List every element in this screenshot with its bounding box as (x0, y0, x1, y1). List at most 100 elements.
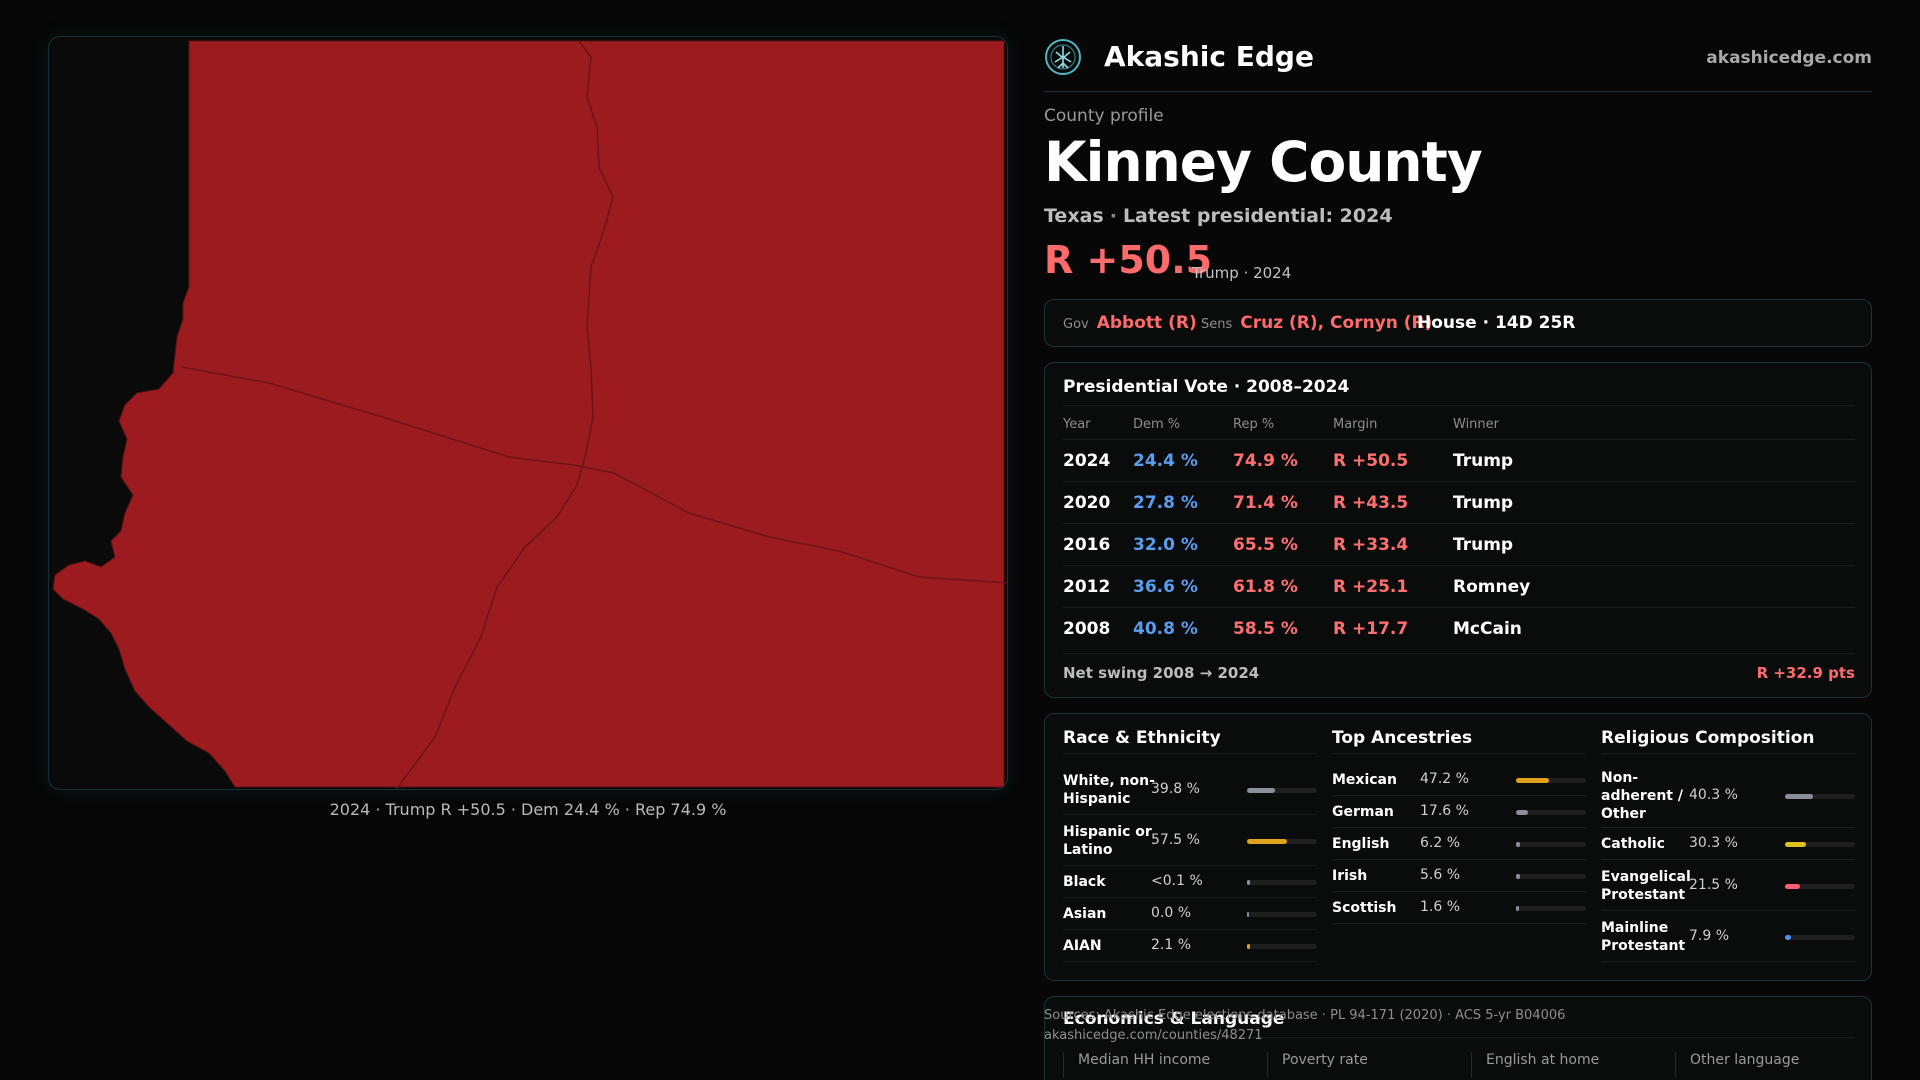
vote-table: Year Dem % Rep % Margin Winner 2024 24.4… (1063, 405, 1855, 649)
vote-rep: 71.4 % (1233, 493, 1298, 513)
ancestry-bar-fill (1516, 906, 1519, 911)
vote-dem: 24.4 % (1133, 451, 1198, 471)
table-row: 2024 24.4 % 74.9 % R +50.5 Trump (1063, 439, 1855, 481)
race-label: White, non- Hispanic (1063, 773, 1155, 807)
governor: Gov Abbott (R) (1063, 313, 1197, 333)
race-percent: 39.8 % (1151, 781, 1200, 797)
latest-election: Latest presidential: 2024 (1122, 205, 1393, 227)
ancestry-bar-track (1516, 874, 1586, 879)
religion-row: Evangelical Protestant 21.5 % (1601, 860, 1855, 911)
ancestry-bar-track (1516, 778, 1586, 783)
religion-bar-fill (1785, 884, 1801, 889)
headline-margin: R +50.5 (1044, 238, 1213, 282)
race-row: Hispanic or Latino 57.5 % (1063, 815, 1317, 866)
vote-margin: R +25.1 (1333, 577, 1409, 597)
col-year: Year (1063, 417, 1091, 432)
ancestry-percent: 6.2 % (1420, 835, 1461, 851)
vote-winner: Trump (1453, 451, 1514, 471)
headline-margin-note: Trump · 2024 (1192, 264, 1292, 282)
religion-percent: 40.3 % (1689, 787, 1738, 803)
vote-rep: 61.8 % (1233, 577, 1298, 597)
governor-name: Abbott (R) (1096, 313, 1197, 333)
presidential-vote-card: Presidential Vote · 2008–2024 Year Dem %… (1044, 362, 1872, 698)
net-swing-label: Net swing 2008 → 2024 (1063, 664, 1260, 682)
ancestry-label: English (1332, 836, 1390, 852)
senator-names: Cruz (R), Cornyn (R) (1240, 313, 1433, 333)
ancestry-label: Irish (1332, 868, 1368, 884)
vote-winner: McCain (1453, 619, 1522, 639)
race-percent: 0.0 % (1151, 905, 1192, 921)
race-bar-fill (1247, 912, 1249, 917)
ancestry-label: Scottish (1332, 900, 1397, 916)
ancestry-bar-track (1516, 842, 1586, 847)
vote-year: 2024 (1063, 451, 1111, 471)
race-rows: White, non- Hispanic 39.8 % Hispanic or La… (1063, 764, 1317, 962)
brand-name[interactable]: Akashic Edge (1104, 40, 1314, 73)
brand-header: Akashic Edge akashicedge.com (1044, 36, 1872, 92)
religion-bar-fill (1785, 794, 1814, 799)
race-title: Race & Ethnicity (1063, 728, 1317, 754)
county-shape[interactable] (52, 40, 1005, 788)
religion-percent: 21.5 % (1689, 877, 1738, 893)
county-map[interactable] (48, 36, 1008, 790)
sources-link[interactable]: akashicedge.com/counties/48271 (1044, 1028, 1263, 1043)
house-delegation: House · 14D 25R (1417, 313, 1576, 333)
ancestry-percent: 17.6 % (1420, 803, 1469, 819)
race-bar-track (1247, 839, 1317, 844)
senators: Sens Cruz (R), Cornyn (R) (1201, 313, 1432, 333)
race-row: White, non- Hispanic 39.8 % (1063, 764, 1317, 815)
vote-rep: 65.5 % (1233, 535, 1298, 555)
vote-winner: Trump (1453, 493, 1514, 513)
religion-percent: 7.9 % (1689, 928, 1730, 944)
vote-dem: 32.0 % (1133, 535, 1198, 555)
religion-bar-fill (1785, 842, 1807, 847)
table-row: 2012 36.6 % 61.8 % R +25.1 Romney (1063, 565, 1855, 607)
religion-bar-track (1785, 842, 1855, 847)
vote-rep: 58.5 % (1233, 619, 1298, 639)
religion-rows: Non- adherent / Other 40.3 % Catholic 30.3 … (1601, 764, 1855, 962)
ancestry-percent: 5.6 % (1420, 867, 1461, 883)
sources-footer: Sources: Akashic Edge elections database… (1044, 1006, 1565, 1046)
race-bar-track (1247, 880, 1317, 885)
religion-row: Non- adherent / Other 40.3 % (1601, 764, 1855, 828)
county-boundary-line (180, 366, 1007, 584)
profile-label: County profile (1044, 106, 1164, 126)
table-row: 2020 27.8 % 71.4 % R +43.5 Trump (1063, 481, 1855, 523)
religion-label: Evangelical Protestant (1601, 869, 1691, 903)
religion-row: Catholic 30.3 % (1601, 828, 1855, 860)
gov-tag: Gov (1063, 317, 1089, 332)
sens-tag: Sens (1201, 317, 1233, 332)
race-bar-fill (1247, 788, 1275, 793)
religion-label: Catholic (1601, 836, 1665, 852)
vote-rep: 74.9 % (1233, 451, 1298, 471)
vote-year: 2020 (1063, 493, 1111, 513)
col-dem: Dem % (1133, 417, 1181, 432)
religion-label: Non- adherent / Other (1601, 770, 1683, 822)
econ-col-english: English at home (1471, 1052, 1599, 1078)
vote-dem: 27.8 % (1133, 493, 1198, 513)
net-swing-value: R +32.9 pts (1756, 664, 1855, 682)
ancestry-percent: 1.6 % (1420, 899, 1461, 915)
ancestry-label: Mexican (1332, 772, 1397, 788)
table-row: 2016 32.0 % 65.5 % R +33.4 Trump (1063, 523, 1855, 565)
economics-card: Economics & Language Median HH income Po… (1044, 996, 1872, 1080)
vote-card-title: Presidential Vote · 2008–2024 (1063, 377, 1350, 397)
econ-title: Economics & Language (1063, 1009, 1285, 1029)
map-caption: 2024 · Trump R +50.5 · Dem 24.4 % · Rep … (329, 800, 727, 819)
race-bar-track (1247, 944, 1317, 949)
ancestry-title: Top Ancestries (1332, 728, 1586, 754)
county-subline: Texas · Latest presidential: 2024 (1044, 205, 1393, 227)
vote-year: 2008 (1063, 619, 1111, 639)
tree-of-life-icon[interactable] (1044, 38, 1082, 76)
religion-percent: 30.3 % (1689, 835, 1738, 851)
religion-bar-track (1785, 935, 1855, 940)
religion-title: Religious Composition (1601, 728, 1855, 754)
net-swing-row: Net swing 2008 → 2024 R +32.9 pts (1063, 653, 1855, 683)
demographics-card: Race & Ethnicity White, non- Hispanic 39.… (1044, 713, 1872, 981)
ancestry-label: German (1332, 804, 1394, 820)
brand-url[interactable]: akashicedge.com (1706, 48, 1872, 68)
officials-bar: Gov Abbott (R) Sens Cruz (R), Cornyn (R) H… (1044, 299, 1872, 347)
ancestry-column: Top Ancestries Mexican 47.2 % German 17.6 %… (1332, 728, 1586, 924)
ancestry-row: English 6.2 % (1332, 828, 1586, 860)
religion-bar-track (1785, 884, 1855, 889)
